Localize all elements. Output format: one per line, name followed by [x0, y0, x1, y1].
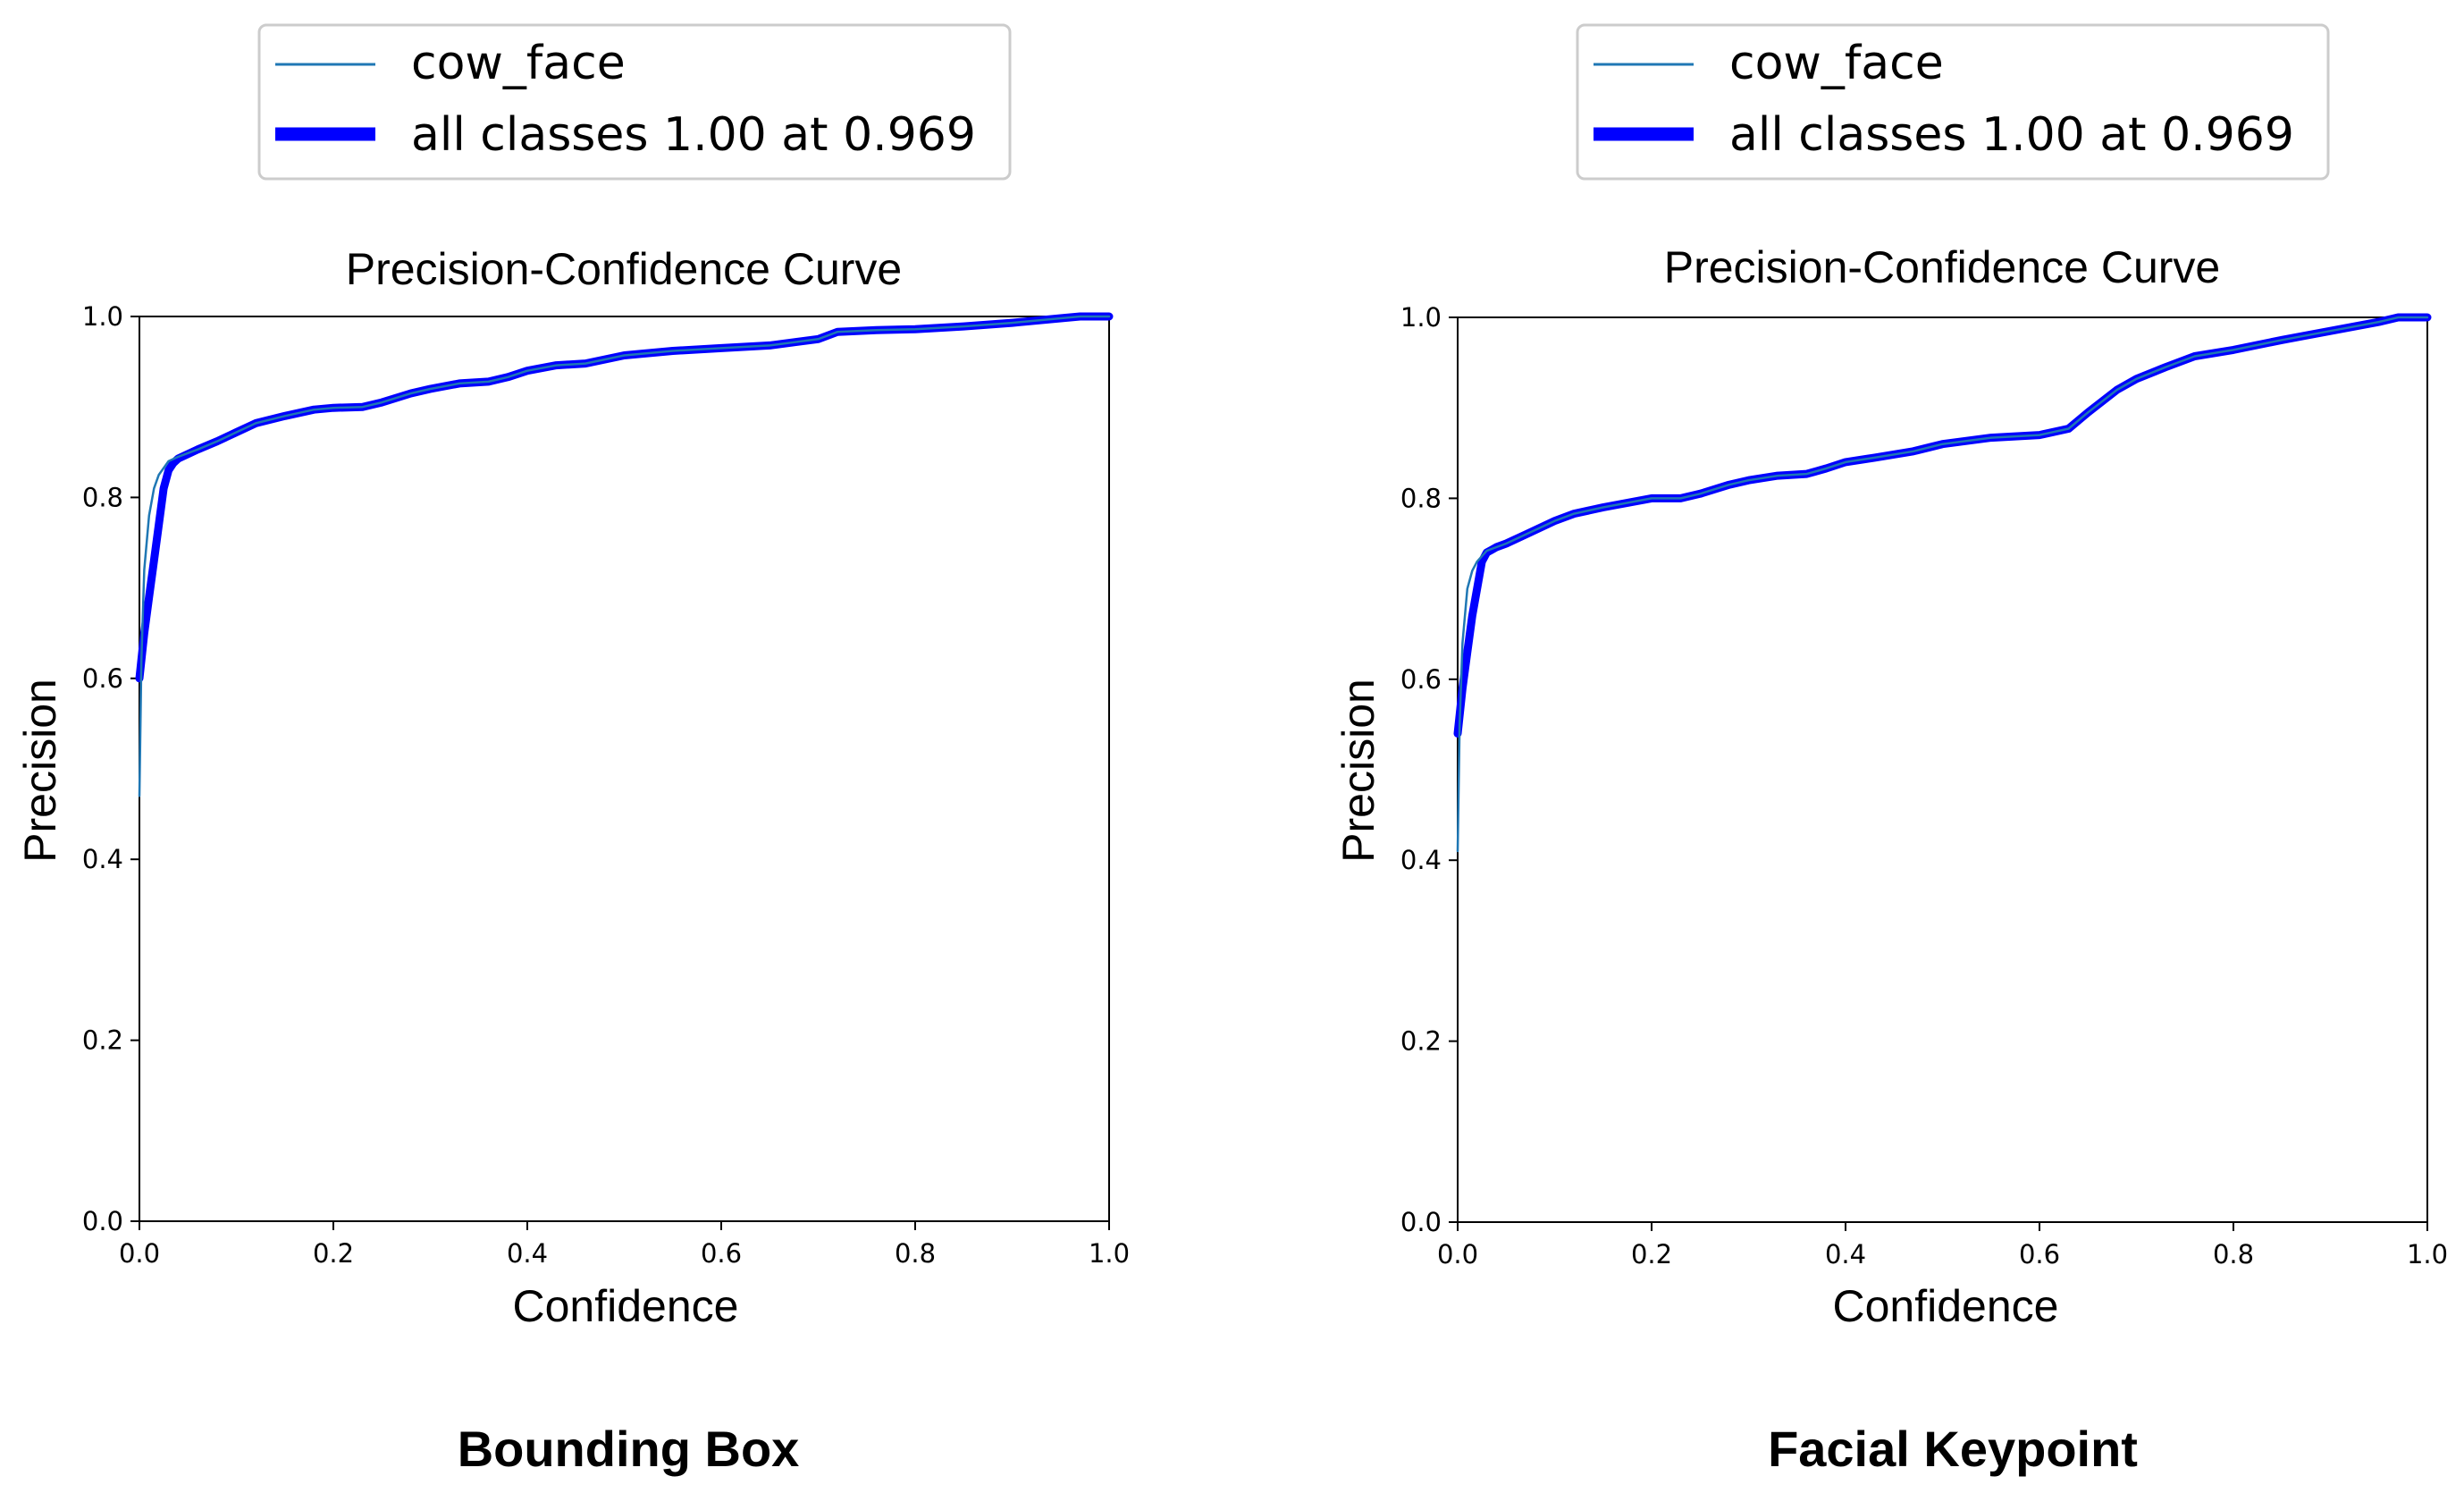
x-tick-label: 0.8 — [895, 1238, 936, 1269]
series-layer — [1453, 313, 2432, 853]
x-tick-label: 0.0 — [119, 1238, 160, 1269]
x-tick-label: 0.4 — [507, 1238, 548, 1269]
x-ticks: 0.0 0.2 0.4 0.6 0.8 1.0 — [1437, 1222, 2448, 1269]
legend-label-all-classes: all classes 1.00 at 0.969 — [411, 108, 976, 162]
x-tick-label: 0.8 — [2213, 1239, 2254, 1269]
x-tick-label: 0.6 — [701, 1238, 742, 1269]
legend-label-cow-face: cow_face — [1729, 37, 1944, 90]
y-tick-label: 0.6 — [1400, 664, 1442, 695]
x-tick-label: 0.6 — [2019, 1239, 2060, 1269]
y-tick-label: 0.0 — [1400, 1207, 1442, 1237]
legend-label-cow-face: cow_face — [411, 37, 626, 90]
chart-facial-keypoint: cow_face all classes 1.00 at 0.969 Preci… — [1333, 23, 2448, 1477]
chart-title: Precision-Confidence Curve — [346, 244, 903, 294]
y-tick-label: 0.2 — [1400, 1026, 1442, 1057]
legend-frame — [1576, 23, 2330, 181]
series-line-all-classes — [1453, 313, 2432, 738]
plot-frame — [139, 316, 1110, 1222]
x-tick-label: 0.2 — [313, 1238, 354, 1269]
chart-bounding-box: cow_face all classes 1.00 at 0.969 Preci… — [15, 23, 1130, 1477]
legend-frame — [257, 23, 1012, 181]
y-tick-label: 0.2 — [82, 1025, 123, 1056]
legend-label-all-classes: all classes 1.00 at 0.969 — [1729, 108, 2294, 162]
y-tick-label: 0.4 — [1400, 845, 1442, 875]
legend: cow_face all classes 1.00 at 0.969 — [1576, 23, 2330, 181]
y-ticks: 0.0 0.2 0.4 0.6 0.8 1.0 — [82, 301, 139, 1236]
chart-caption: Facial Keypoint — [1768, 1421, 2138, 1477]
y-tick-label: 0.4 — [82, 844, 123, 874]
y-tick-label: 1.0 — [1400, 302, 1442, 333]
x-axis-label: Confidence — [513, 1281, 739, 1331]
y-tick-label: 1.0 — [82, 301, 123, 332]
legend: cow_face all classes 1.00 at 0.969 — [257, 23, 1012, 181]
y-tick-label: 0.0 — [82, 1206, 123, 1236]
x-tick-label: 1.0 — [2407, 1239, 2448, 1269]
plot-frame — [1457, 316, 2428, 1223]
x-tick-label: 0.2 — [1631, 1239, 1672, 1269]
y-tick-label: 0.6 — [82, 663, 123, 694]
x-axis-label: Confidence — [1833, 1281, 2059, 1331]
series-line-all-classes — [135, 312, 1114, 683]
x-tick-label: 0.4 — [1825, 1239, 1866, 1269]
series-layer — [135, 312, 1114, 797]
chart-title: Precision-Confidence Curve — [1664, 242, 2221, 292]
y-ticks: 0.0 0.2 0.4 0.6 0.8 1.0 — [1400, 302, 1458, 1237]
y-axis-label: Precision — [1333, 679, 1383, 863]
series-line-cow-face — [138, 315, 1111, 797]
x-tick-label: 1.0 — [1089, 1238, 1130, 1269]
y-tick-label: 0.8 — [82, 482, 123, 512]
y-axis-label: Precision — [15, 679, 65, 863]
series-line-cow-face — [1456, 316, 2429, 853]
x-tick-label: 0.0 — [1437, 1239, 1478, 1269]
y-tick-label: 0.8 — [1400, 483, 1442, 513]
x-ticks: 0.0 0.2 0.4 0.6 0.8 1.0 — [119, 1221, 1130, 1269]
chart-caption: Bounding Box — [458, 1421, 800, 1477]
